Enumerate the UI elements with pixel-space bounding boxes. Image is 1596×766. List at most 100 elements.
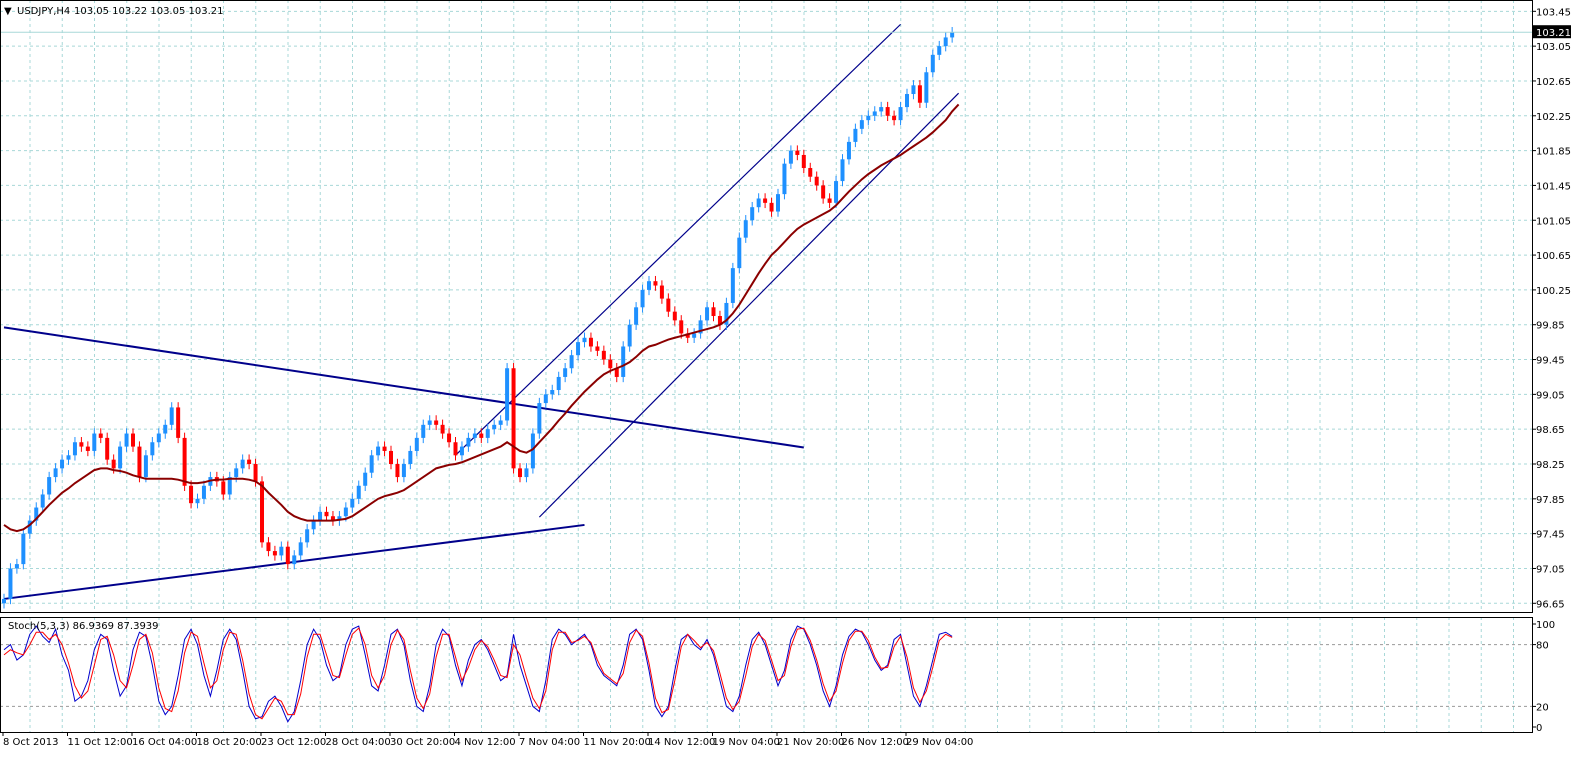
candle-body[interactable] <box>195 498 200 504</box>
candle-body[interactable] <box>872 111 877 116</box>
candle-body[interactable] <box>834 181 839 203</box>
candle-body[interactable] <box>434 420 439 425</box>
candle-body[interactable] <box>234 468 239 478</box>
candle-body[interactable] <box>131 433 135 447</box>
candle-body[interactable] <box>905 94 909 108</box>
candle-body[interactable] <box>627 324 632 347</box>
candle-body[interactable] <box>685 333 690 338</box>
candle-body[interactable] <box>788 150 793 164</box>
candle-body[interactable] <box>756 198 761 208</box>
candle-body[interactable] <box>930 54 935 73</box>
candle-body[interactable] <box>8 568 13 599</box>
candle-body[interactable] <box>156 433 161 443</box>
candle-body[interactable] <box>189 485 194 504</box>
candle-body[interactable] <box>827 198 832 203</box>
stoch-signal-line[interactable] <box>3 627 953 720</box>
candle-body[interactable] <box>85 446 90 451</box>
candle-body[interactable] <box>614 368 619 377</box>
candle-body[interactable] <box>672 311 677 321</box>
trendline[interactable] <box>538 92 960 518</box>
candle-body[interactable] <box>150 442 155 456</box>
candle-body[interactable] <box>395 464 400 478</box>
candle-body[interactable] <box>550 390 555 395</box>
candle-body[interactable] <box>698 320 703 334</box>
candle-body[interactable] <box>221 481 226 495</box>
candle-body[interactable] <box>421 424 426 438</box>
candle-body[interactable] <box>240 459 245 469</box>
candle-body[interactable] <box>879 107 884 112</box>
candle-body[interactable] <box>163 424 168 434</box>
candle-body[interactable] <box>27 520 32 534</box>
candle-body[interactable] <box>524 468 529 478</box>
candle-body[interactable] <box>937 46 942 55</box>
candle-body[interactable] <box>950 32 955 38</box>
candle-body[interactable] <box>840 159 845 182</box>
candle-body[interactable] <box>821 185 826 199</box>
candle-body[interactable] <box>814 176 819 186</box>
collapse-arrow-icon[interactable]: ▼ <box>4 6 12 17</box>
candle-body[interactable] <box>369 455 374 473</box>
candle-body[interactable] <box>389 450 393 465</box>
candle-body[interactable] <box>111 459 116 469</box>
candle-body[interactable] <box>911 85 916 95</box>
candle-body[interactable] <box>750 207 755 221</box>
candle-body[interactable] <box>659 285 664 299</box>
candle-body[interactable] <box>776 194 780 212</box>
candle-body[interactable] <box>201 485 206 499</box>
candle-body[interactable] <box>859 120 864 129</box>
candle-body[interactable] <box>79 442 84 447</box>
candle-body[interactable] <box>717 316 722 325</box>
candle-body[interactable] <box>737 237 742 269</box>
candle-body[interactable] <box>595 346 600 351</box>
candle-body[interactable] <box>440 424 445 434</box>
candle-body[interactable] <box>898 107 903 121</box>
candle-body[interactable] <box>137 446 142 478</box>
candle-body[interactable] <box>472 433 477 438</box>
candle-body[interactable] <box>92 433 97 451</box>
candle-body[interactable] <box>408 450 413 465</box>
candle-body[interactable] <box>292 555 297 565</box>
candle-body[interactable] <box>705 307 710 321</box>
candle-body[interactable] <box>298 542 303 556</box>
candle-body[interactable] <box>98 433 103 438</box>
candle-body[interactable] <box>505 368 510 421</box>
candle-body[interactable] <box>124 433 129 447</box>
candle-body[interactable] <box>382 446 387 451</box>
candle-body[interactable] <box>943 37 948 47</box>
candle-body[interactable] <box>253 464 258 482</box>
candle-body[interactable] <box>692 333 697 338</box>
candle-body[interactable] <box>453 442 458 456</box>
candle-body[interactable] <box>518 468 522 478</box>
candle-body[interactable] <box>917 85 922 103</box>
candle-body[interactable] <box>414 437 419 451</box>
candle-body[interactable] <box>143 455 148 478</box>
candle-body[interactable] <box>169 407 174 425</box>
candle-body[interactable] <box>14 564 19 569</box>
trendline[interactable] <box>455 23 901 456</box>
candle-body[interactable] <box>318 511 323 521</box>
candle-body[interactable] <box>743 220 748 238</box>
candle-body[interactable] <box>260 481 264 543</box>
candle-body[interactable] <box>653 281 658 286</box>
candle-body[interactable] <box>588 337 593 347</box>
candle-body[interactable] <box>324 511 329 517</box>
candle-body[interactable] <box>576 342 581 356</box>
candle-body[interactable] <box>666 298 671 312</box>
candle-body[interactable] <box>924 72 929 103</box>
candle-body[interactable] <box>769 202 774 212</box>
price-plot[interactable] <box>0 23 1532 609</box>
candle-body[interactable] <box>227 477 232 495</box>
candle-body[interactable] <box>118 446 123 469</box>
candle-body[interactable] <box>60 459 65 469</box>
candle-body[interactable] <box>2 598 6 604</box>
candle-body[interactable] <box>556 376 561 391</box>
candle-body[interactable] <box>679 320 684 334</box>
candle-body[interactable] <box>53 468 58 478</box>
candle-body[interactable] <box>621 346 626 377</box>
candle-body[interactable] <box>530 433 535 469</box>
candle-body[interactable] <box>272 551 277 556</box>
candle-body[interactable] <box>801 154 806 169</box>
candle-body[interactable] <box>808 168 813 177</box>
